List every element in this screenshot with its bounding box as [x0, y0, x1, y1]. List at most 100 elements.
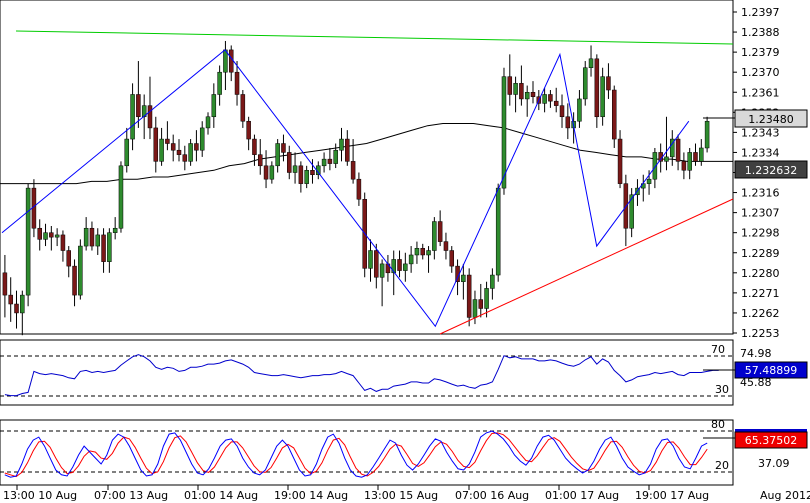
price-tick-label: 1.2262	[741, 307, 780, 320]
candle-body	[124, 138, 130, 167]
candle-body	[577, 98, 582, 122]
candle-body	[8, 294, 13, 305]
candle-body	[629, 194, 634, 229]
candle-body	[287, 152, 292, 173]
candle-body	[403, 263, 408, 271]
candle-body	[60, 234, 66, 251]
candle-body	[234, 71, 240, 95]
stoch-level-20-label: 20	[715, 459, 729, 472]
price-tick-label: 1.2253	[741, 327, 780, 340]
candle-body	[66, 250, 71, 267]
candle-body	[211, 94, 217, 118]
candle-body	[78, 245, 83, 296]
candle-body	[588, 58, 594, 68]
candle-body	[292, 165, 298, 173]
resistance-trendline	[15, 30, 734, 45]
candle-body	[420, 248, 425, 256]
candle-body	[153, 127, 159, 162]
stoch-level-80-label: 80	[711, 418, 725, 431]
candle-body	[112, 227, 118, 233]
candle-body	[559, 105, 565, 118]
rsi-level-30-label: 30	[715, 383, 729, 396]
candle-body	[275, 143, 280, 167]
candle-body	[43, 232, 48, 240]
candle-body	[466, 274, 472, 318]
candle-body	[246, 120, 251, 140]
candle-body	[72, 265, 77, 296]
candle-body	[704, 120, 710, 149]
candle-body	[548, 94, 553, 102]
candle-body	[95, 234, 101, 247]
ma-value-box	[734, 160, 808, 179]
price-tick-label: 1.2307	[741, 207, 780, 220]
candle-body	[281, 143, 286, 153]
candle-body	[147, 105, 153, 129]
candle-body	[374, 250, 379, 278]
time-tick-label: 01:00 17 Aug	[545, 489, 619, 502]
candle-body	[14, 303, 19, 314]
candle-body	[327, 158, 333, 164]
rsi-level-70-label: 70	[711, 343, 725, 356]
candle-body	[101, 234, 106, 262]
candle-body	[495, 187, 501, 276]
candle-body	[391, 259, 396, 274]
time-tick-label: 19:00 14 Aug	[274, 489, 348, 502]
stoch-value-box	[734, 431, 808, 449]
candle-body	[333, 149, 338, 164]
candle-body	[136, 94, 141, 118]
candle-body	[670, 138, 675, 158]
candle-body	[449, 250, 455, 267]
candle-body	[49, 232, 54, 238]
candle-body	[89, 227, 95, 247]
price-tick-label: 1.2379	[741, 46, 780, 59]
candle-body	[513, 83, 518, 95]
candle-body	[611, 89, 617, 140]
candle-body	[507, 76, 513, 95]
candle-body	[217, 71, 222, 95]
time-tick-label: 13:00 10 Aug	[3, 489, 77, 502]
price-tick-label: 1.2280	[741, 267, 780, 280]
time-tick-label: 19:00 17 Aug	[635, 489, 709, 502]
candle-body	[37, 227, 42, 240]
candle-body	[194, 143, 199, 151]
stoch-k-marker	[735, 429, 807, 433]
candle-body	[188, 143, 193, 162]
candle-body	[565, 116, 571, 129]
candle-body	[472, 299, 478, 318]
candle-body	[310, 170, 315, 175]
candle-body	[356, 178, 362, 200]
zigzag-line	[1, 49, 690, 328]
candle-body	[397, 259, 402, 271]
price-tick-label: 1.2334	[741, 146, 780, 159]
candle-body	[159, 138, 164, 162]
rsi-tick-lower: 45.88	[740, 376, 772, 389]
candle-body	[240, 94, 246, 122]
candle-body	[582, 67, 588, 100]
candle-body	[379, 263, 385, 278]
price-tick-label: 1.2388	[741, 26, 780, 39]
candle-body	[339, 138, 344, 151]
rsi-tick-upper: 74.98	[740, 347, 772, 360]
candle-body	[170, 143, 176, 151]
candle-body	[304, 170, 309, 184]
candle-body	[414, 248, 420, 256]
candle-body	[652, 152, 658, 180]
candle-body	[269, 165, 275, 180]
candle-body	[25, 187, 31, 296]
candle-body	[83, 227, 89, 247]
price-tick-label: 1.2343	[741, 126, 780, 139]
time-year-label: Aug 2012	[760, 489, 810, 502]
candle-body	[484, 288, 489, 309]
candle-body	[165, 138, 170, 144]
stoch-value-label: 65.37502	[745, 434, 798, 447]
candle-body	[2, 272, 8, 296]
candle-body	[199, 127, 205, 151]
candle-body	[437, 221, 443, 242]
candle-body	[681, 161, 687, 171]
price-tick-label: 1.2316	[741, 187, 780, 200]
time-tick-label: 01:00 14 Aug	[184, 489, 258, 502]
candle-body	[408, 254, 414, 265]
price-panel	[0, 0, 734, 335]
candle-body	[443, 241, 449, 251]
candle-body	[350, 161, 356, 180]
